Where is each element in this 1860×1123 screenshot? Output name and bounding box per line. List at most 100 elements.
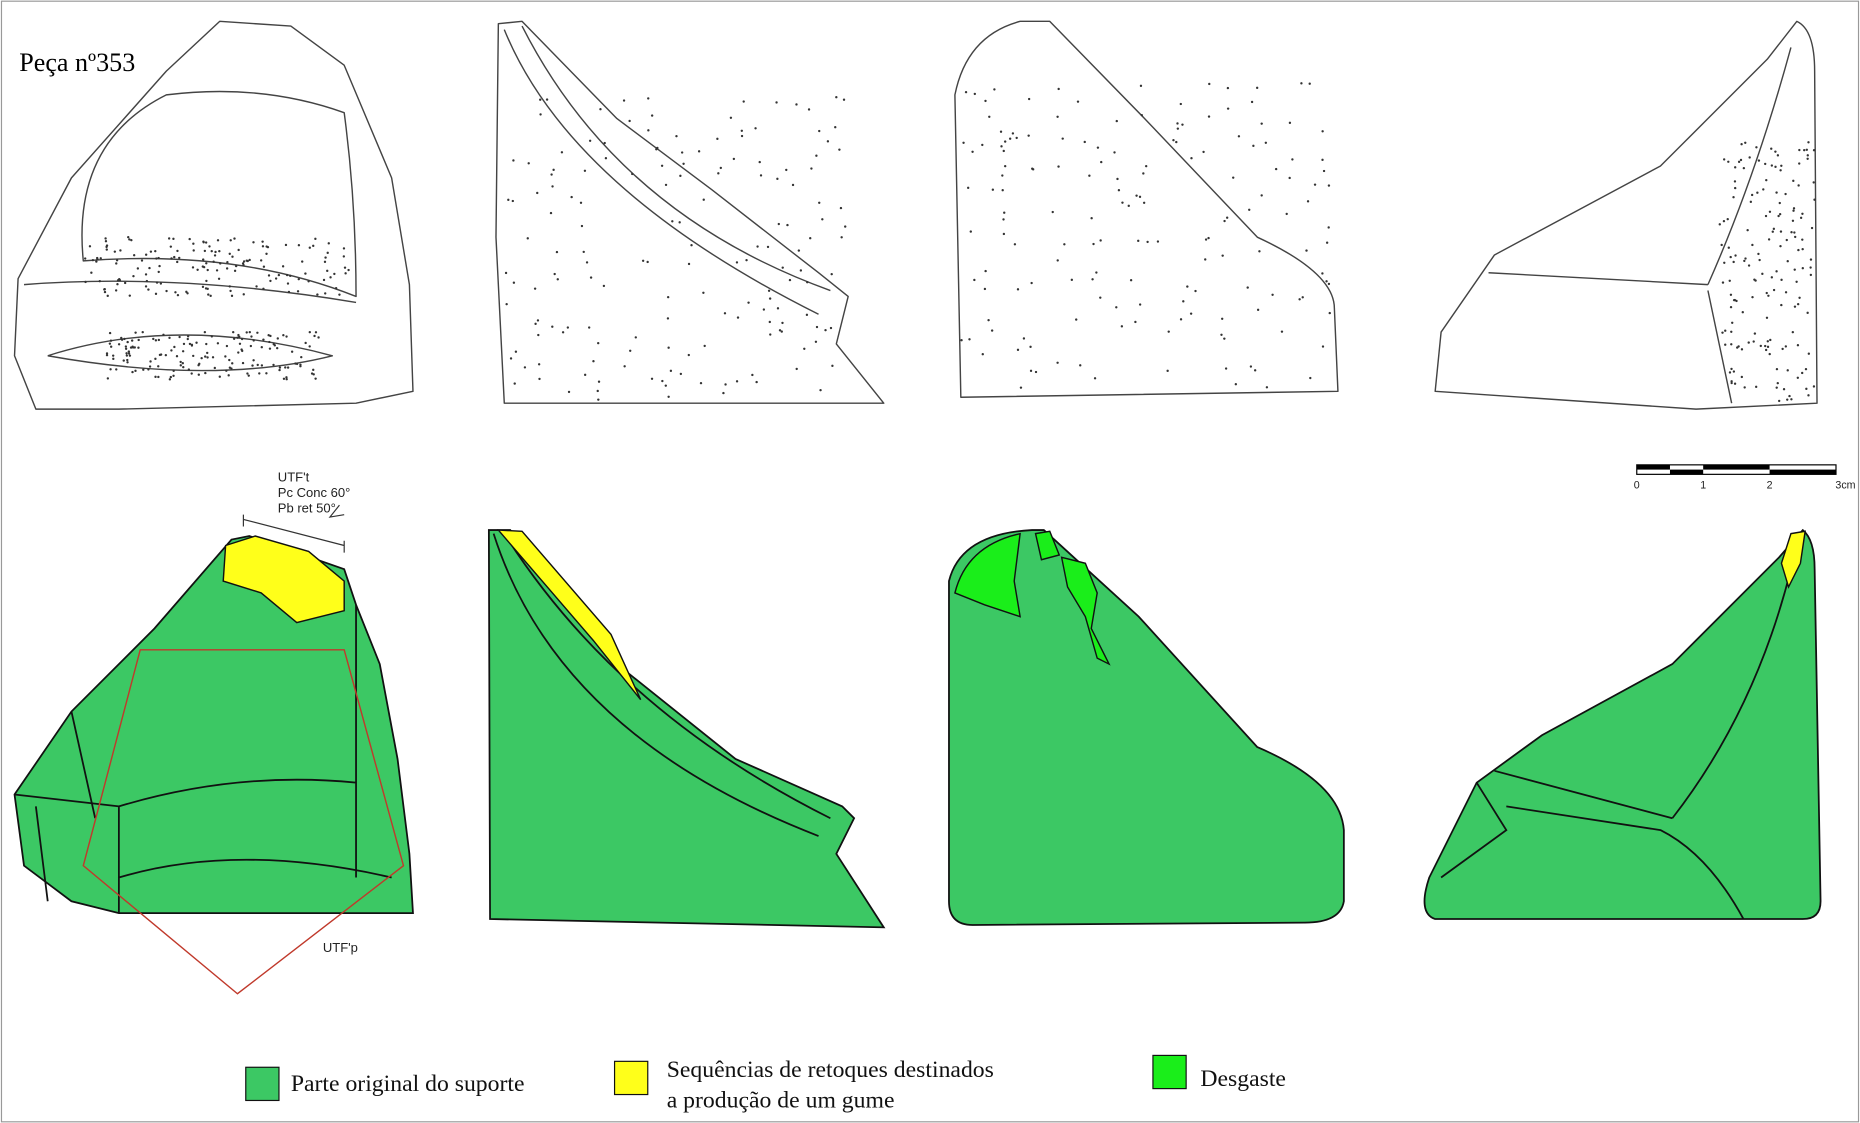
- stipple-dot: [1017, 288, 1019, 290]
- stipple-dot: [198, 374, 200, 376]
- stipple-dot: [218, 250, 220, 252]
- stipple-dot: [741, 130, 743, 132]
- stipple-dot: [527, 237, 529, 239]
- stipple-dot: [279, 366, 281, 368]
- stipple-dot: [759, 161, 761, 163]
- stipple-dot: [733, 158, 735, 160]
- stipple-dot: [539, 99, 541, 101]
- stipple-dot: [589, 140, 591, 142]
- stipple-dot: [810, 167, 812, 169]
- stipple-dot: [1757, 253, 1759, 255]
- stipple-dot: [973, 279, 975, 281]
- stipple-dot: [1221, 318, 1223, 320]
- stipple-dot: [248, 259, 250, 261]
- stipple-dot: [124, 282, 126, 284]
- stipple-dot: [1744, 257, 1746, 259]
- stipple-dot: [147, 288, 149, 290]
- stipple-dot: [1322, 345, 1324, 347]
- stipple-dot: [1748, 156, 1750, 158]
- stipple-dot: [173, 346, 175, 348]
- stipple-dot: [178, 336, 180, 338]
- stipple-dot: [1780, 279, 1782, 281]
- stipple-dot: [146, 280, 148, 282]
- stipple-dot: [623, 365, 625, 367]
- stipple-dot: [155, 257, 157, 259]
- stipple-dot: [1779, 202, 1781, 204]
- stipple-dot: [1769, 339, 1771, 341]
- stipple-dot: [252, 241, 254, 243]
- stipple-dot: [1734, 166, 1736, 168]
- stipple-dot: [1722, 281, 1724, 283]
- legend-label: a produção de um gume: [667, 1088, 895, 1114]
- stipple-dot: [106, 248, 108, 250]
- stipple-dot: [226, 267, 228, 269]
- stipple-dot: [179, 361, 181, 363]
- stipple-dot: [1091, 278, 1093, 280]
- stipple-dot: [1794, 305, 1796, 307]
- stipple-dot: [288, 291, 290, 293]
- stipple-dot: [538, 363, 540, 365]
- stipple-dot: [1758, 259, 1760, 261]
- stipple-dot: [1302, 296, 1304, 298]
- stipple-dot: [182, 366, 184, 368]
- stipple-dot: [1000, 131, 1002, 133]
- stipple-dot: [1801, 213, 1803, 215]
- stipple-dot: [690, 244, 692, 246]
- stipple-dot: [551, 326, 553, 328]
- stipple-dot: [158, 265, 160, 267]
- stipple-dot: [1057, 165, 1059, 167]
- stipple-dot: [768, 290, 770, 292]
- stipple-dot: [107, 377, 109, 379]
- stipple-dot: [1748, 341, 1750, 343]
- stipple-dot: [1793, 207, 1795, 209]
- stipple-dot: [1190, 312, 1192, 314]
- stipple-dot: [242, 264, 244, 266]
- stipple-dot: [984, 288, 986, 290]
- stipple-dot: [99, 280, 101, 282]
- stipple-dot: [724, 383, 726, 385]
- stipple-dot: [1009, 138, 1011, 140]
- stipple-dot: [277, 337, 279, 339]
- stipple-dot: [231, 295, 233, 297]
- stipple-dot: [188, 238, 190, 240]
- stipple-dot: [176, 261, 178, 263]
- stipple-dot: [165, 354, 167, 356]
- stipple-dot: [1806, 149, 1808, 151]
- stipple-dot: [741, 135, 743, 137]
- piece-title: Peça nº353: [19, 48, 135, 77]
- stipple-dot: [970, 230, 972, 232]
- stipple-dot: [212, 261, 214, 263]
- stipple-dot: [592, 360, 594, 362]
- scale-segment: [1670, 470, 1703, 475]
- stipple-dot: [1743, 386, 1745, 388]
- stipple-dot: [202, 258, 204, 260]
- stipple-dot: [1220, 334, 1222, 336]
- stipple-dot: [1779, 213, 1781, 215]
- stipple-dot: [720, 167, 722, 169]
- stipple-dot: [1116, 120, 1118, 122]
- stipple-dot: [703, 199, 705, 201]
- stipple-dot: [743, 100, 745, 102]
- stipple-dot: [1774, 150, 1776, 152]
- stipple-dot: [1176, 122, 1178, 124]
- stipple-dot: [1057, 88, 1059, 90]
- stipple-dot: [1141, 114, 1143, 116]
- stipple-dot: [233, 338, 235, 340]
- stipple-dot: [507, 199, 509, 201]
- stipple-dot: [1031, 168, 1033, 170]
- stipple-dot: [570, 196, 572, 198]
- stipple-dot: [123, 359, 125, 361]
- stipple-dot: [160, 282, 162, 284]
- stipple-dot: [993, 88, 995, 90]
- stipple-dot: [145, 285, 147, 287]
- stipple-dot: [1730, 343, 1732, 345]
- stipple-dot: [1730, 256, 1732, 258]
- stipple-dot: [688, 263, 690, 265]
- stipple-dot: [187, 335, 189, 337]
- stipple-dot: [257, 364, 259, 366]
- stipple-dot: [169, 378, 171, 380]
- stipple-dot: [962, 142, 964, 144]
- stipple-dot: [1250, 365, 1252, 367]
- stipple-dot: [1740, 159, 1742, 161]
- stipple-dot: [304, 272, 306, 274]
